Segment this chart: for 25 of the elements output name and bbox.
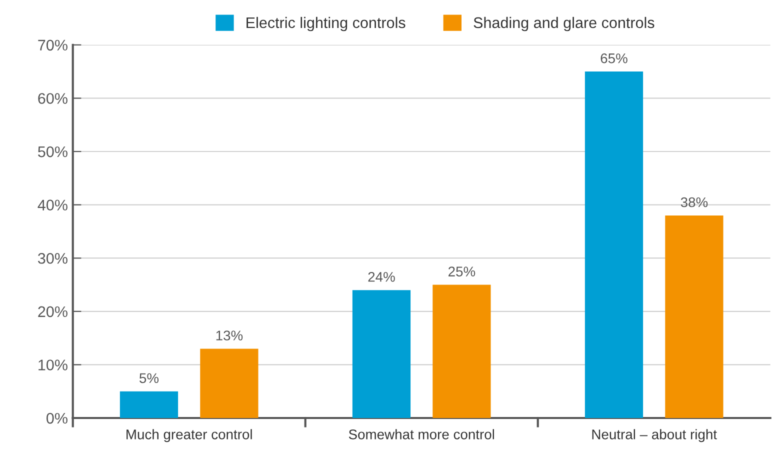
data-label: 5%	[140, 373, 159, 384]
bar	[665, 215, 724, 418]
data-label: 25%	[448, 266, 476, 276]
bar	[584, 72, 644, 418]
data-label: 13%	[216, 330, 243, 340]
bar	[120, 391, 178, 418]
legend-label: Shading and glare controls	[474, 16, 654, 32]
bar	[432, 284, 491, 418]
x-tick-label: Neutral – about right	[592, 429, 717, 442]
y-tick-label: 10%	[38, 360, 68, 370]
data-label: 24%	[368, 272, 395, 282]
data-label: 38%	[680, 197, 708, 208]
y-tick-label: 0%	[46, 412, 68, 424]
legend-label: Electric lighting controls	[246, 16, 406, 32]
y-tick-label: 70%	[38, 40, 68, 51]
data-label: 65%	[600, 53, 628, 64]
x-tick-label: Much greater control	[126, 429, 252, 442]
x-tick-label: Somewhat more control	[348, 429, 494, 440]
y-tick-label: 30%	[38, 252, 68, 264]
y-tick-label: 50%	[38, 146, 68, 158]
y-tick-label: 60%	[38, 93, 68, 104]
y-tick-label: 20%	[38, 306, 68, 318]
bar	[352, 290, 411, 418]
bar	[200, 348, 258, 418]
y-tick-label: 40%	[38, 200, 68, 210]
